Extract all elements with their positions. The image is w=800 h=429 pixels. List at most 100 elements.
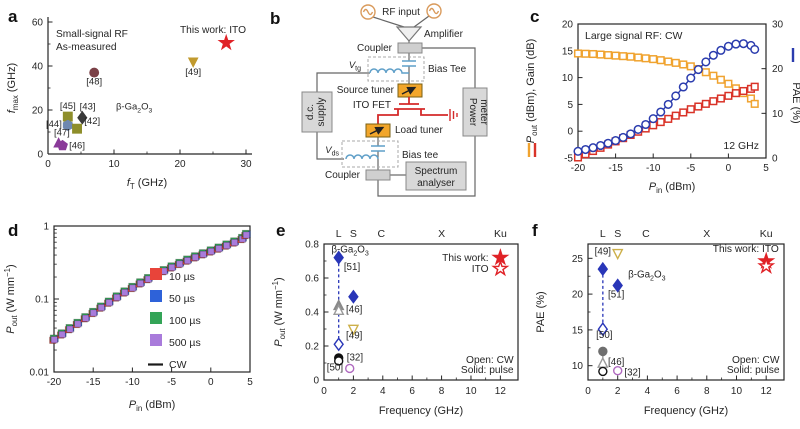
svg-text:[46]: [46] [346,304,363,315]
svg-text:-5: -5 [167,377,176,388]
panel-letter-e: e [276,221,286,240]
panel-letter-f: f [532,221,538,240]
svg-text:-20: -20 [571,163,586,174]
svg-text:β-Ga2O3: β-Ga2O3 [116,101,152,114]
svg-text:1: 1 [43,222,49,233]
svg-text:20: 20 [174,159,186,170]
load-tuner-arrow [369,126,385,135]
svg-text:X: X [438,228,445,240]
source-tuner-label: Source tuner [337,85,395,96]
coupler-bottom-label: Coupler [325,170,361,181]
svg-text:30: 30 [772,20,784,31]
svg-text:0.01: 0.01 [30,368,50,379]
svg-text:Open: CW: Open: CW [732,355,780,366]
svg-text:Frequency (GHz): Frequency (GHz) [379,405,463,417]
svg-text:[32]: [32] [624,368,641,379]
panel-letter-b: b [270,9,281,28]
svg-text:[49]: [49] [595,247,612,258]
svg-text:β-Ga2O3: β-Ga2O3 [331,245,369,258]
svg-text:ITO: ITO [472,264,489,275]
svg-text:0: 0 [45,159,51,170]
svg-text:0: 0 [585,386,591,397]
svg-text:Frequency (GHz): Frequency (GHz) [644,405,728,417]
chart-pae-benchmark: L S C X Ku 0 2 4 6 8 10 12 10 15 20 25 β-Ga2O3 [49] [51] [5… [535,228,785,417]
svg-text:C: C [642,228,650,240]
source-tuner-arrow [401,86,417,95]
spectrum-analyser-label-1: Spectrum [415,166,458,177]
svg-text:[32]: [32] [347,352,364,363]
svg-text:0.1: 0.1 [35,295,49,306]
svg-text:10 µs: 10 µs [169,271,195,283]
svg-text:8: 8 [704,386,710,397]
bias-tee-top-box [367,56,425,82]
svg-text:S: S [614,228,621,240]
panel-f: L S C X Ku 0 2 4 6 8 10 12 10 15 20 25 β-Ga2O3 [49] [51] [5… [530,214,800,428]
svg-text:As-measured: As-measured [56,42,117,53]
panel-d: -20 -15 -10 -5 0 5 0.01 0.1 1 10 µs 50 µs 100 µs 500… [2,214,268,428]
svg-text:Large signal RF: CW: Large signal RF: CW [585,30,683,42]
svg-text:Small-signal RF: Small-signal RF [56,29,128,40]
svg-text:500 µs: 500 µs [169,337,201,349]
vtg-label: Vtg [349,60,361,73]
svg-text:0.4: 0.4 [305,308,319,319]
svg-text:0.2: 0.2 [305,342,319,353]
dc-supply-label-2: supply [316,98,327,127]
svg-text:10: 10 [572,361,584,372]
svg-text:0.8: 0.8 [305,240,319,251]
svg-text:S: S [350,228,357,240]
svg-text:0: 0 [37,150,43,161]
svg-text:[46]: [46] [69,141,85,152]
coupler-top-box [397,42,423,54]
svg-text:0: 0 [567,127,573,138]
svg-text:-10: -10 [125,377,140,388]
dc-supply-box [301,91,333,133]
svg-text:Solid: pulse: Solid: pulse [461,365,514,376]
svg-text:100 µs: 100 µs [169,315,201,327]
power-meter-box [462,87,488,137]
panel-a: 0 10 20 30 0 20 40 60 fT (GHz) fmax (GHz) Small-si… [2,2,264,212]
svg-text:-10: -10 [646,163,661,174]
svg-text:Pin (dBm): Pin (dBm) [649,181,696,195]
svg-text:12: 12 [761,386,773,397]
svg-text:10: 10 [108,159,120,170]
svg-text:60: 60 [32,18,44,29]
svg-text:X: X [703,228,710,240]
svg-text:-5: -5 [564,154,573,165]
svg-text:Pout (W mm−1): Pout (W mm−1) [271,277,287,346]
svg-text:4: 4 [645,386,651,397]
svg-text:30: 30 [240,159,252,170]
svg-text:fT (GHz): fT (GHz) [127,177,167,191]
svg-text:This work:: This work: [442,253,488,264]
dc-supply-label-1: d.c. [305,104,316,120]
bias-tee-top-label: Bias Tee [428,64,467,75]
svg-text:[48]: [48] [86,77,102,88]
rf-source-icons [360,3,442,20]
svg-text:-5: -5 [686,163,695,174]
power-meter-label-1: Power [467,98,478,127]
svg-text:Open: CW: Open: CW [466,355,514,366]
svg-text:Solid: pulse: Solid: pulse [727,365,780,376]
diagram-loadpull-setup: RF input Amplifier Coupler Bias Tee Vtg … [301,3,489,197]
svg-text:Ku: Ku [760,228,773,240]
ito-fet-symbol [377,97,458,124]
svg-text:12: 12 [495,386,507,397]
svg-text:25: 25 [572,254,584,265]
svg-text:15: 15 [572,325,584,336]
svg-text:10: 10 [731,386,743,397]
bias-tee-bottom-label: Bias tee [402,150,439,161]
vds-label: Vds [325,145,339,158]
ito-fet-label: ITO FET [353,100,391,111]
svg-text:Pout (dBm), Gain (dB): Pout (dBm), Gain (dB) [525,39,539,144]
svg-text:0: 0 [208,377,214,388]
coupler-bottom-box [365,169,391,181]
svg-text:8: 8 [439,386,445,397]
svg-text:4: 4 [380,386,386,397]
bias-tee-bottom-components [345,145,385,160]
svg-text:2: 2 [615,386,621,397]
svg-text:15: 15 [562,46,574,57]
svg-text:[51]: [51] [344,262,361,273]
svg-text:6: 6 [409,386,415,397]
svg-text:50 µs: 50 µs [169,293,195,305]
